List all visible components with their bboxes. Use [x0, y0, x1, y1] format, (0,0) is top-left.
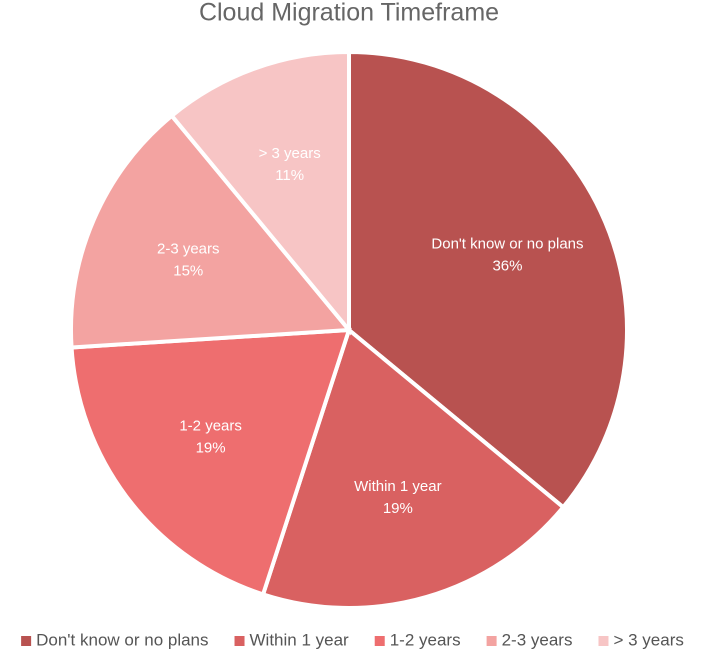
slice-category: 1-2 years: [179, 417, 242, 434]
legend-swatch: [598, 636, 609, 646]
slice-category: 2-3 years: [157, 240, 220, 257]
chart-title: Cloud Migration Timeframe: [199, 0, 499, 27]
slice-value: 15%: [173, 262, 203, 279]
legend-swatch: [486, 636, 497, 646]
legend-label: 1-2 years: [390, 630, 461, 649]
pie-slice: [69, 327, 352, 597]
slice-category: Don't know or no plans: [431, 235, 583, 252]
legend-swatch: [21, 636, 32, 646]
legend-swatch: [374, 636, 385, 646]
legend-label: Don't know or no plans: [36, 630, 208, 649]
slice-value: 36%: [492, 257, 522, 274]
legend-label: Within 1 year: [250, 630, 350, 649]
slice-value: 19%: [383, 500, 413, 517]
slice-category: Within 1 year: [354, 478, 442, 495]
slice-category: > 3 years: [259, 145, 321, 162]
legend-label: 2-3 years: [502, 630, 573, 649]
pie-slice: [260, 326, 567, 610]
pie: Don't know or no plans 36% Within 1 year 19…: [69, 49, 629, 610]
legend: Don't know or no plans Within 1 year 1-2 y…: [21, 630, 684, 649]
slice-value: 11%: [275, 167, 304, 184]
slice-value: 19%: [196, 439, 226, 456]
pie-slice: [69, 112, 354, 350]
legend-label: > 3 years: [613, 630, 683, 649]
pie-slice: [168, 49, 351, 336]
pie-slice: [347, 49, 629, 511]
legend-swatch: [234, 636, 245, 646]
